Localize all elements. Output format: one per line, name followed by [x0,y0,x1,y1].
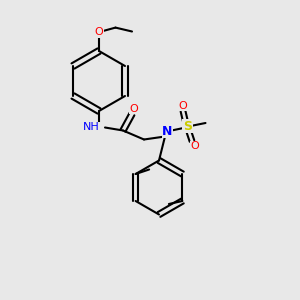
Text: N: N [162,124,172,138]
Text: S: S [183,119,192,133]
Text: O: O [178,100,188,111]
Text: NH: NH [83,122,100,133]
Text: O: O [94,27,103,37]
Text: O: O [190,141,200,152]
Text: O: O [129,103,138,114]
